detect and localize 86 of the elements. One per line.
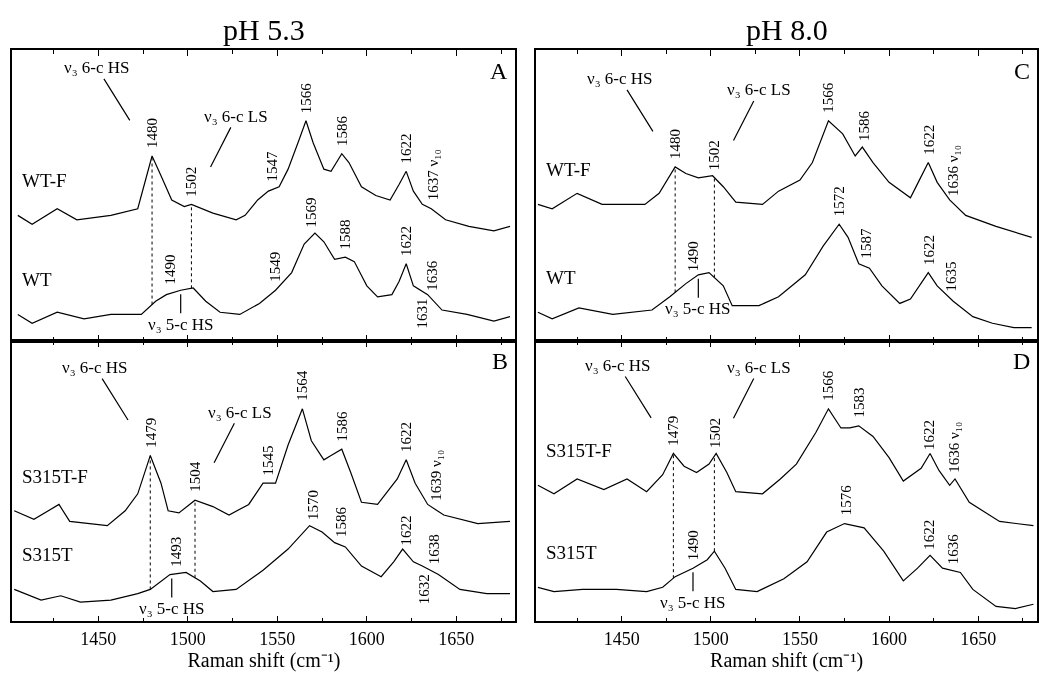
annotation: 1636 ν₁₀ (945, 421, 962, 473)
annotation: 1502 (706, 417, 723, 448)
series-label: S315T (22, 544, 74, 565)
series-label: WT-F (546, 159, 591, 180)
annotation: 1636 (423, 260, 440, 291)
annotation: 1570 (305, 489, 322, 520)
series-label: WT-F (22, 170, 67, 191)
x-tick-label: 1450 (603, 628, 640, 649)
annotation: 1622 (920, 519, 937, 550)
annotation: ν₃ 5-c HS (148, 315, 214, 334)
text: A (490, 58, 508, 84)
annotation: ν₃ 5-c HS (139, 599, 205, 618)
annotation: ν₃ 6-c HS (64, 58, 130, 77)
annotation: 1586 (333, 506, 350, 538)
annotation: 1586 (856, 110, 873, 141)
annotation: ν₃ 5-c HS (660, 593, 726, 612)
annotation: 1637 ν₁₀ (424, 149, 441, 201)
annotation: 1632 (416, 574, 433, 605)
annotation: 1572 (830, 186, 847, 217)
series-label: S315T-F (22, 466, 88, 487)
annotation: 1504 (187, 461, 204, 492)
x-tick-label: 1600 (348, 628, 385, 649)
annotation: 1549 (267, 251, 284, 282)
x-tick-label: 1500 (169, 628, 206, 649)
annotation: 1566 (297, 82, 314, 114)
x-tick-label: 1550 (781, 628, 818, 649)
annotation: 1588 (337, 219, 354, 250)
annotation: 1622 (920, 234, 937, 265)
annotation: 1638 (426, 534, 443, 565)
annotation: 1576 (838, 484, 855, 516)
annotation: 1583 (850, 387, 867, 418)
annotation: 1490 (684, 241, 701, 272)
annotation: 1566 (820, 370, 837, 401)
series-label: S315T-F (546, 440, 612, 461)
annotation: 1479 (664, 415, 681, 446)
x-tick-label: 1500 (692, 628, 729, 649)
annotation: 1564 (294, 370, 311, 401)
annotation: 1622 (398, 422, 415, 453)
annotation: 1622 (397, 133, 414, 164)
text: C (1014, 58, 1031, 84)
annotation: 1622 (398, 226, 415, 257)
x-axis-title: Raman shift (cm⁻¹) (710, 648, 864, 672)
annotation: ν₃ 6-c LS (727, 80, 791, 99)
chart-title: pH 5.3 (223, 13, 305, 46)
annotation: 1502 (706, 140, 723, 171)
annotation: 1636 ν₁₀ (945, 145, 962, 197)
annotation: ν₃ 6-c HS (587, 69, 653, 88)
annotation: 1547 (263, 150, 280, 182)
x-tick-label: 1650 (960, 628, 997, 649)
chart-title: pH 8.0 (746, 13, 828, 46)
annotation: 1569 (303, 197, 320, 228)
x-tick-label: 1450 (80, 628, 117, 649)
x-tick-label: 1600 (871, 628, 908, 649)
annotation: 1480 (667, 129, 684, 160)
annotation: 1622 (920, 124, 937, 155)
annotation: 1587 (858, 227, 875, 259)
annotation: 1490 (161, 254, 178, 285)
annotation: ν₃ 5-c HS (665, 299, 731, 318)
annotation: 1493 (167, 536, 184, 567)
annotation: 1545 (260, 445, 277, 476)
series-label: S315T (546, 542, 598, 563)
annotation: ν₃ 6-c HS (585, 356, 651, 375)
x-axis-title: Raman shift (cm⁻¹) (187, 648, 341, 672)
annotation: 1635 (943, 261, 960, 292)
x-tick-label: 1650 (438, 628, 475, 649)
annotation: ν₃ 6-c LS (727, 358, 791, 377)
annotation: 1636 (945, 533, 962, 565)
annotation: ν₃ 6-c HS (62, 358, 128, 377)
annotation: 1566 (820, 82, 837, 113)
annotation: 1480 (144, 117, 161, 148)
annotation: 1639 ν₁₀ (428, 449, 445, 501)
annotation: 1622 (397, 515, 414, 546)
x-tick-label: 1550 (259, 628, 296, 649)
text: B (492, 348, 509, 374)
series-label: WT (22, 269, 52, 290)
annotation: 1631 (414, 298, 431, 329)
series-label: WT (546, 267, 576, 288)
annotation: 1622 (920, 419, 937, 450)
annotation: 1586 (334, 410, 351, 442)
annotation: ν₃ 6-c LS (208, 403, 272, 422)
annotation: ν₃ 6-c LS (204, 107, 268, 126)
annotation: 1502 (183, 166, 200, 197)
annotation: 1490 (684, 530, 701, 561)
text: D (1013, 348, 1031, 374)
annotation: 1479 (142, 417, 159, 448)
annotation: 1586 (333, 115, 350, 146)
